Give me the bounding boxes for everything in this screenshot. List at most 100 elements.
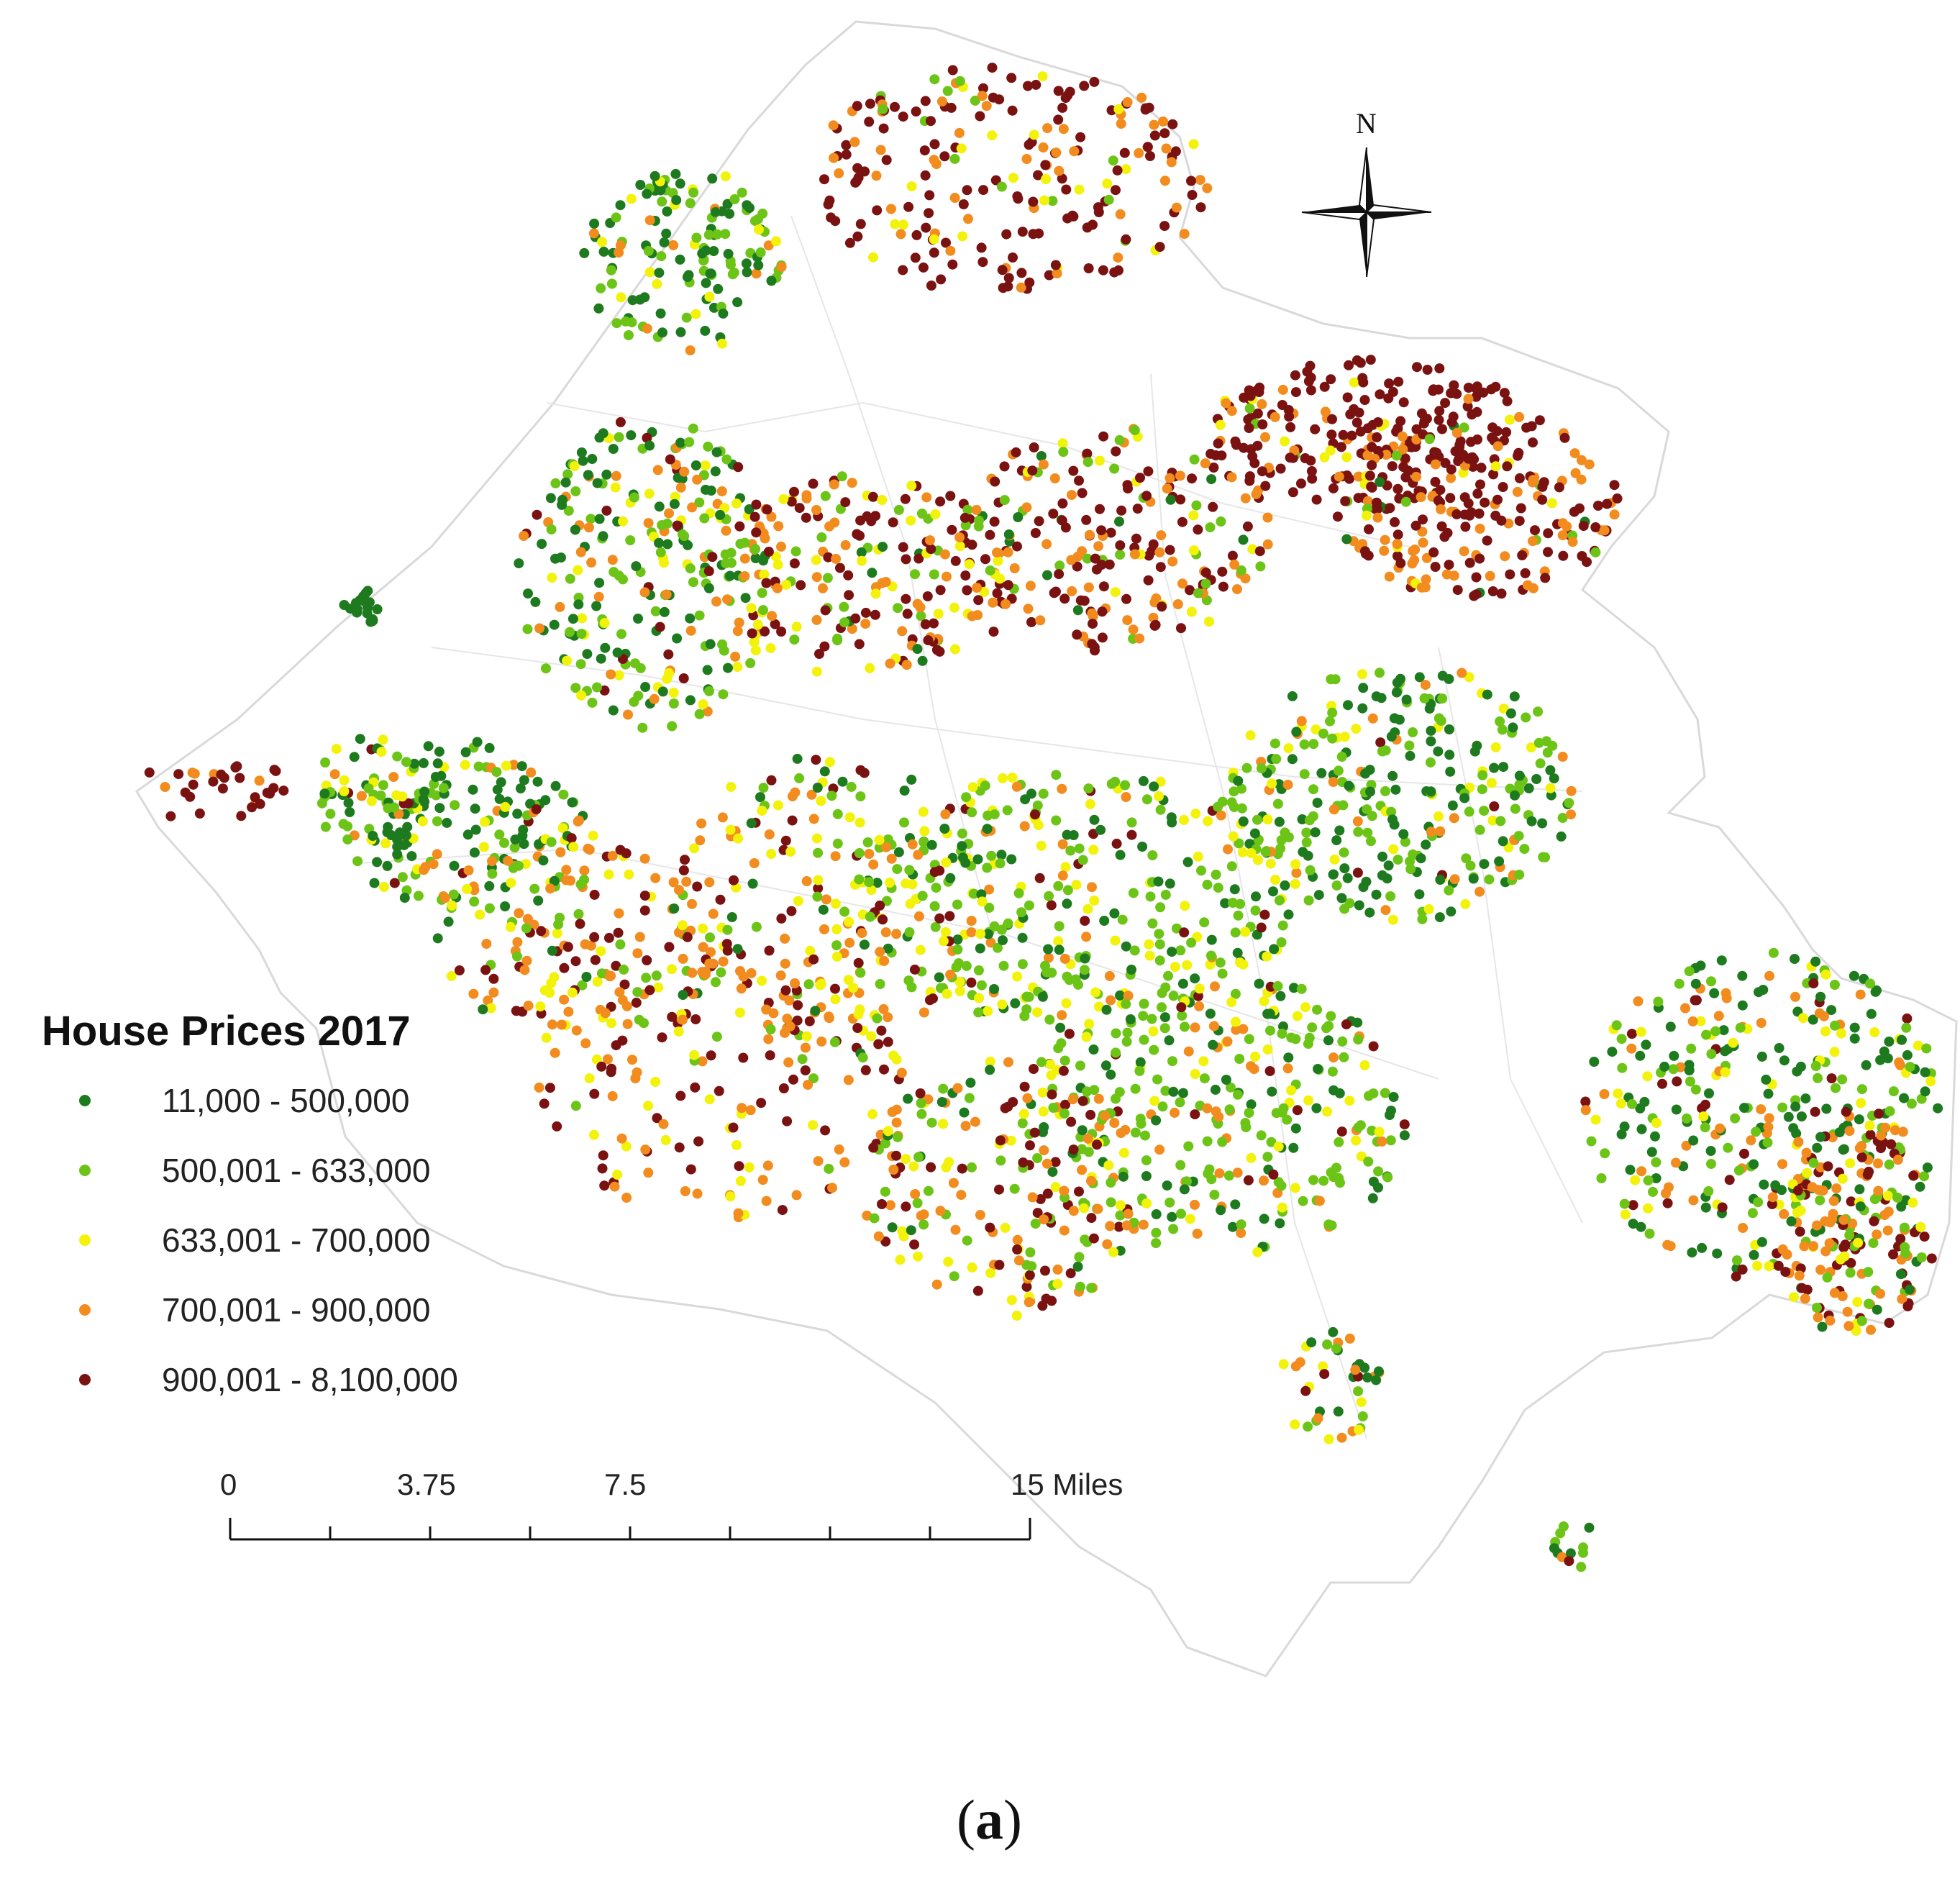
house-point xyxy=(511,1006,521,1016)
house-point xyxy=(629,492,639,503)
house-point xyxy=(439,893,450,903)
house-point xyxy=(1062,971,1072,982)
house-point xyxy=(1287,487,1298,498)
house-point xyxy=(766,276,777,286)
house-point xyxy=(1311,724,1321,735)
house-point xyxy=(1041,174,1052,184)
house-point xyxy=(1374,1126,1385,1137)
house-point xyxy=(855,765,866,775)
house-point xyxy=(1131,533,1141,544)
house-point xyxy=(641,973,652,983)
house-point xyxy=(973,521,984,532)
house-point xyxy=(1592,501,1603,511)
house-point xyxy=(1290,1419,1300,1430)
house-point xyxy=(1344,1333,1355,1344)
house-point xyxy=(1228,831,1239,842)
house-point xyxy=(1420,680,1431,691)
house-point xyxy=(1090,645,1100,656)
house-point xyxy=(721,454,732,465)
house-point xyxy=(1143,575,1154,586)
house-point xyxy=(1196,865,1206,876)
house-point xyxy=(1254,387,1264,398)
house-point xyxy=(1236,783,1246,794)
house-point xyxy=(1303,1095,1314,1106)
house-point xyxy=(897,1226,908,1237)
house-point xyxy=(1061,998,1072,1009)
house-point xyxy=(1157,1101,1168,1112)
house-point xyxy=(1505,569,1515,580)
house-point xyxy=(990,476,1000,487)
house-point xyxy=(1058,447,1069,457)
house-point xyxy=(873,1231,884,1242)
house-point xyxy=(1247,544,1258,555)
house-point xyxy=(949,193,960,203)
house-point xyxy=(1444,750,1455,760)
house-point xyxy=(1434,406,1445,416)
house-point xyxy=(1418,537,1428,548)
house-point xyxy=(831,924,842,934)
house-point xyxy=(588,1129,599,1140)
house-point xyxy=(1003,918,1013,929)
house-point xyxy=(1167,119,1178,129)
house-point xyxy=(947,524,957,535)
house-point xyxy=(898,265,908,276)
house-point xyxy=(1801,1147,1812,1158)
house-point xyxy=(530,596,541,607)
house-point xyxy=(1154,791,1164,801)
house-point xyxy=(1072,1261,1083,1272)
house-point xyxy=(484,903,495,914)
house-point xyxy=(1246,1099,1257,1110)
house-point xyxy=(664,942,675,952)
house-point xyxy=(749,637,760,647)
house-point xyxy=(160,782,170,792)
house-point xyxy=(1397,431,1408,442)
house-point xyxy=(721,939,732,950)
house-point xyxy=(1541,736,1551,747)
house-point xyxy=(690,1082,701,1093)
house-point xyxy=(379,882,389,892)
house-point xyxy=(1141,491,1152,501)
house-point xyxy=(1357,373,1368,383)
house-point xyxy=(670,168,681,179)
house-point xyxy=(1271,754,1282,765)
house-point xyxy=(1436,504,1446,514)
house-point xyxy=(316,798,327,809)
house-point xyxy=(1182,857,1193,868)
house-point xyxy=(503,855,513,866)
house-point xyxy=(1434,363,1445,374)
house-point xyxy=(402,821,413,832)
house-point xyxy=(1185,1214,1195,1224)
house-point xyxy=(1313,1413,1323,1424)
house-point xyxy=(1047,196,1058,206)
house-point xyxy=(562,655,572,666)
house-point xyxy=(1024,140,1034,150)
house-point xyxy=(921,492,932,503)
house-point xyxy=(721,525,731,536)
house-point xyxy=(813,847,824,858)
house-point xyxy=(789,486,799,497)
house-point xyxy=(1920,1086,1931,1097)
house-point xyxy=(810,1006,821,1016)
house-point xyxy=(1490,742,1501,752)
house-point xyxy=(1828,1196,1839,1206)
house-point xyxy=(598,1150,608,1161)
house-point xyxy=(1409,555,1420,565)
house-point xyxy=(1264,1066,1275,1076)
house-point xyxy=(949,153,960,164)
house-point xyxy=(1067,1094,1078,1105)
house-point xyxy=(1642,1071,1653,1082)
house-point xyxy=(608,705,619,716)
house-point xyxy=(1619,1121,1630,1132)
house-point xyxy=(1159,176,1170,186)
house-point xyxy=(1240,926,1251,937)
house-point xyxy=(831,951,842,962)
house-point xyxy=(820,1125,831,1136)
house-point xyxy=(808,478,819,489)
house-point xyxy=(1134,633,1145,644)
house-point xyxy=(557,823,568,834)
house-point xyxy=(1093,1203,1103,1214)
house-point xyxy=(1487,586,1498,596)
house-point xyxy=(1685,1076,1695,1087)
house-point xyxy=(987,63,998,73)
house-point xyxy=(1000,598,1011,609)
